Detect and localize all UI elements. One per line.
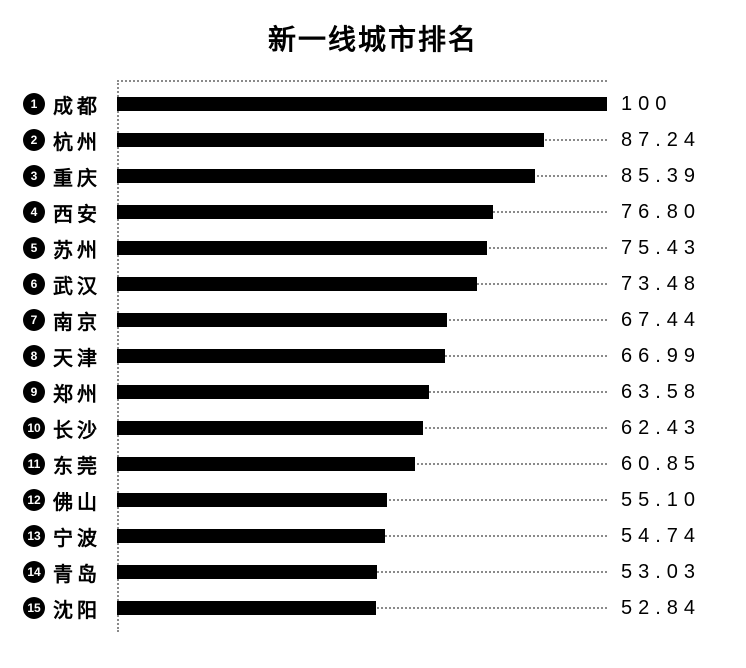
value-label: 73.48: [621, 273, 701, 296]
rank-badge: 7: [23, 309, 45, 331]
bar: [117, 457, 415, 471]
city-label: 南京: [53, 306, 117, 335]
city-label: 重庆: [53, 162, 117, 191]
bar: [117, 205, 493, 219]
city-label: 天津: [53, 342, 117, 371]
bar-track: [117, 194, 607, 230]
city-label: 沈阳: [53, 594, 117, 623]
bar-track: [117, 86, 607, 122]
city-label: 宁波: [53, 522, 117, 551]
rank-badge: 6: [23, 273, 45, 295]
table-row: 13 宁波 54.74: [23, 518, 723, 554]
bar: [117, 349, 445, 363]
rank-badge: 12: [23, 489, 45, 511]
bar: [117, 277, 477, 291]
bar-track: [117, 158, 607, 194]
bar-track: [117, 554, 607, 590]
city-label: 郑州: [53, 378, 117, 407]
value-label: 52.84: [621, 597, 701, 620]
axis-top-dotted: [117, 80, 607, 82]
bar-track: [117, 518, 607, 554]
rank-badge: 10: [23, 417, 45, 439]
bar: [117, 421, 423, 435]
bar: [117, 493, 387, 507]
table-row: 1 成都 100: [23, 86, 723, 122]
table-row: 7 南京 67.44: [23, 302, 723, 338]
value-label: 76.80: [621, 201, 701, 224]
bar-track: [117, 230, 607, 266]
bar-track: [117, 302, 607, 338]
bar: [117, 313, 447, 327]
bar-track: [117, 410, 607, 446]
table-row: 3 重庆 85.39: [23, 158, 723, 194]
table-row: 12 佛山 55.10: [23, 482, 723, 518]
city-label: 青岛: [53, 558, 117, 587]
value-label: 100: [621, 93, 672, 116]
table-row: 8 天津 66.99: [23, 338, 723, 374]
city-label: 西安: [53, 198, 117, 227]
city-label: 苏州: [53, 234, 117, 263]
bar-track: [117, 482, 607, 518]
table-row: 14 青岛 53.03: [23, 554, 723, 590]
bar-track: [117, 374, 607, 410]
bar-track: [117, 338, 607, 374]
value-label: 54.74: [621, 525, 701, 548]
value-label: 53.03: [621, 561, 701, 584]
city-label: 长沙: [53, 414, 117, 443]
table-row: 15 沈阳 52.84: [23, 590, 723, 626]
value-label: 75.43: [621, 237, 701, 260]
rank-badge: 9: [23, 381, 45, 403]
value-label: 87.24: [621, 129, 701, 152]
value-label: 55.10: [621, 489, 701, 512]
bar-track: [117, 122, 607, 158]
rank-badge: 3: [23, 165, 45, 187]
bar: [117, 565, 377, 579]
table-row: 6 武汉 73.48: [23, 266, 723, 302]
rank-badge: 11: [23, 453, 45, 475]
table-row: 2 杭州 87.24: [23, 122, 723, 158]
rank-badge: 1: [23, 93, 45, 115]
rank-badge: 5: [23, 237, 45, 259]
value-label: 62.43: [621, 417, 701, 440]
table-row: 4 西安 76.80: [23, 194, 723, 230]
table-row: 9 郑州 63.58: [23, 374, 723, 410]
city-label: 成都: [53, 90, 117, 119]
value-label: 85.39: [621, 165, 701, 188]
rank-badge: 8: [23, 345, 45, 367]
bar: [117, 169, 535, 183]
bar: [117, 601, 376, 615]
bar-track: [117, 266, 607, 302]
ranking-bar-chart: 1 成都 100 2 杭州 87.24 3 重庆 85.39 4 西安 76.80 5 苏州 75.43 6武…: [23, 86, 723, 626]
value-label: 67.44: [621, 309, 701, 332]
rank-badge: 4: [23, 201, 45, 223]
value-label: 63.58: [621, 381, 701, 404]
bar: [117, 529, 385, 543]
bar: [117, 133, 544, 147]
bar: [117, 241, 487, 255]
bar: [117, 385, 429, 399]
table-row: 11 东莞 60.85: [23, 446, 723, 482]
rank-badge: 14: [23, 561, 45, 583]
value-label: 60.85: [621, 453, 701, 476]
rank-badge: 15: [23, 597, 45, 619]
bar: [117, 97, 607, 111]
rank-badge: 13: [23, 525, 45, 547]
chart-title: 新一线城市排名: [0, 18, 746, 58]
city-label: 杭州: [53, 126, 117, 155]
city-label: 佛山: [53, 486, 117, 515]
rank-badge: 2: [23, 129, 45, 151]
city-label: 武汉: [53, 270, 117, 299]
city-label: 东莞: [53, 450, 117, 479]
bar-track: [117, 590, 607, 626]
table-row: 5 苏州 75.43: [23, 230, 723, 266]
bar-track: [117, 446, 607, 482]
value-label: 66.99: [621, 345, 701, 368]
table-row: 10 长沙 62.43: [23, 410, 723, 446]
